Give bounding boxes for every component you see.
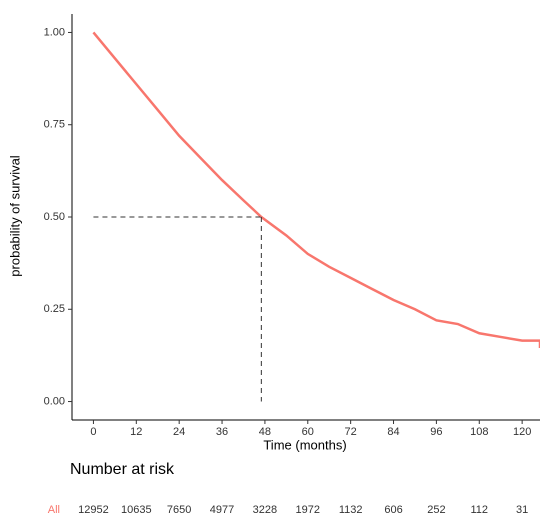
x-tick-label: 36	[216, 426, 228, 438]
y-tick-label: 0.25	[44, 303, 65, 315]
y-tick-label: 0.75	[44, 119, 65, 131]
risk-count: 4977	[210, 504, 234, 516]
x-axis-title: Time (months)	[263, 437, 346, 452]
y-tick-label: 1.00	[44, 26, 65, 38]
y-tick-label: 0.00	[44, 395, 65, 407]
risk-count: 12952	[78, 504, 109, 516]
risk-stratum-label: All	[48, 504, 60, 516]
y-tick-label: 0.50	[44, 211, 65, 223]
risk-count: 3228	[253, 504, 277, 516]
risk-count: 1132	[339, 504, 363, 516]
x-tick-label: 48	[259, 426, 271, 438]
risk-count: 252	[427, 504, 445, 516]
x-tick-label: 72	[345, 426, 357, 438]
x-tick-label: 84	[387, 426, 399, 438]
risk-count: 7650	[167, 504, 191, 516]
risk-count: 31	[516, 504, 528, 516]
x-tick-label: 120	[513, 426, 531, 438]
x-tick-label: 24	[173, 426, 185, 438]
y-axis-title: probability of survival	[7, 155, 22, 276]
risk-count: 1972	[296, 504, 320, 516]
survival-curve	[92, 31, 540, 349]
risk-table-title: Number at risk	[70, 461, 175, 478]
x-tick-label: 96	[430, 426, 442, 438]
risk-count: 10635	[121, 504, 152, 516]
x-tick-label: 108	[470, 426, 488, 438]
x-tick-label: 0	[90, 426, 96, 438]
x-tick-label: 60	[302, 426, 314, 438]
x-tick-label: 12	[130, 426, 142, 438]
risk-count: 112	[470, 504, 488, 516]
risk-count: 606	[384, 504, 402, 516]
